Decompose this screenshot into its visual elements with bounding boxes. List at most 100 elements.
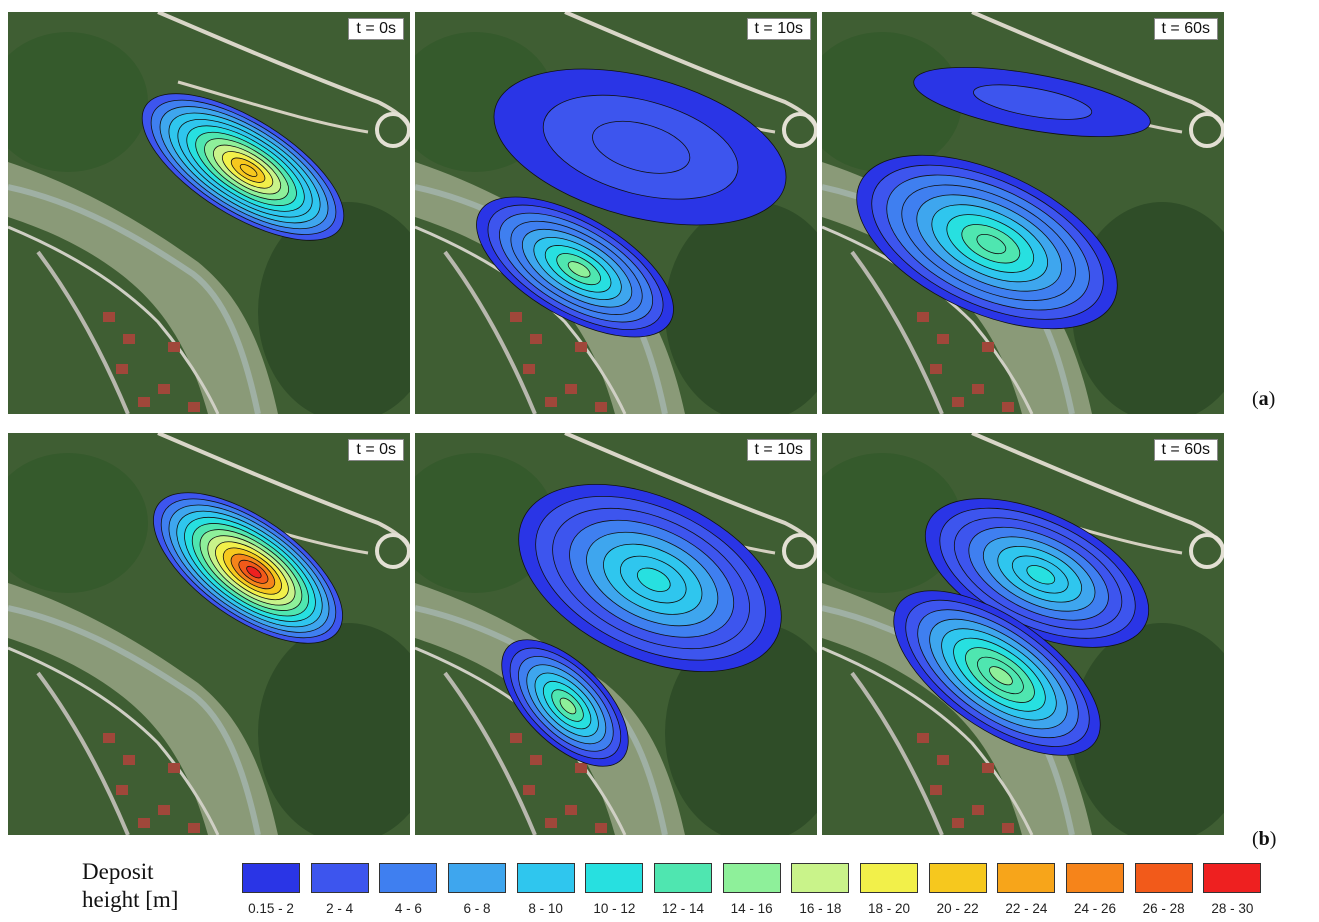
building <box>158 805 170 815</box>
roundabout <box>375 112 410 148</box>
legend-class-label: 20 - 22 <box>936 901 979 916</box>
building <box>972 384 984 394</box>
legend-swatch <box>722 863 781 893</box>
deposit-contours <box>856 154 1118 330</box>
legend-class-label: 28 - 30 <box>1211 901 1254 916</box>
map-panel-a-t0: t = 0s <box>8 12 410 414</box>
roundabout <box>1189 533 1224 569</box>
building <box>930 364 942 374</box>
building <box>1002 823 1014 833</box>
road <box>8 225 220 414</box>
road <box>177 80 369 134</box>
legend-class-label: 18 - 20 <box>867 901 911 916</box>
legend-class: 16 - 18 <box>789 863 851 921</box>
deposit-contours <box>153 492 343 644</box>
road <box>8 646 220 835</box>
contour-band <box>567 261 591 278</box>
building <box>530 755 542 765</box>
legend-class-label: 16 - 18 <box>799 901 842 916</box>
legend-class: 2 - 4 <box>309 863 371 921</box>
deposit-contours <box>913 67 1151 137</box>
contour-band <box>246 565 262 579</box>
legend-class: 4 - 6 <box>377 863 439 921</box>
legend-swatch <box>379 863 438 893</box>
legend-class: 12 - 14 <box>652 863 714 921</box>
legend-class-label: 6 - 8 <box>463 901 491 916</box>
riverbed <box>8 583 278 835</box>
legend-class: 28 - 30 <box>1201 863 1263 921</box>
map-a-t10 <box>415 12 817 414</box>
legend-class-label: 10 - 12 <box>593 901 636 916</box>
legend-swatch <box>1203 863 1262 893</box>
building <box>595 823 607 833</box>
contour-band <box>636 567 671 592</box>
legend-class: 10 - 12 <box>583 863 645 921</box>
legend-swatch <box>516 863 575 893</box>
map-b-t10 <box>415 433 817 835</box>
deposit-contours <box>893 590 1101 756</box>
road <box>850 671 944 835</box>
legend-class-label: 8 - 10 <box>528 901 563 916</box>
legend-title: Deposit height [m] <box>82 858 178 914</box>
legend-swatch <box>860 863 918 893</box>
legend-swatch <box>928 863 987 893</box>
legend-swatch <box>585 863 644 893</box>
building <box>595 402 607 412</box>
contour-band <box>239 163 258 178</box>
dense-forest <box>665 202 817 414</box>
legend-class-label: 12 - 14 <box>661 901 705 916</box>
building <box>982 342 994 352</box>
contour-band <box>973 84 1093 120</box>
legend-class: 26 - 28 <box>1133 863 1195 921</box>
building <box>972 805 984 815</box>
legend-class-label: 22 - 24 <box>1005 901 1048 916</box>
roundabout <box>1189 112 1224 148</box>
time-label: t = 0s <box>348 439 404 461</box>
building <box>138 397 150 407</box>
building <box>510 312 522 322</box>
legend-swatch <box>791 863 850 893</box>
dense-forest <box>665 623 817 835</box>
dense-forest <box>822 32 962 172</box>
building <box>188 402 200 412</box>
building <box>510 733 522 743</box>
contour-band <box>976 233 1007 255</box>
legend-class-label: 2 - 4 <box>326 901 354 916</box>
legend: 0.15 - 2 2 - 4 4 - 6 6 - 8 8 - 10 10 - 12 12 -… <box>240 863 1270 921</box>
building <box>103 312 115 322</box>
dense-forest <box>415 453 555 593</box>
deposit-contours <box>141 93 345 241</box>
time-label: t = 60s <box>1153 18 1218 40</box>
building <box>116 785 128 795</box>
map-b-t60 <box>822 433 1224 835</box>
legend-class-label: 26 - 28 <box>1142 901 1185 916</box>
building <box>123 334 135 344</box>
deposit-contours <box>518 484 782 672</box>
building <box>575 763 587 773</box>
road <box>850 250 944 414</box>
deposit-contours <box>501 639 629 767</box>
time-label: t = 0s <box>348 18 404 40</box>
road <box>822 225 1034 414</box>
building <box>545 818 557 828</box>
road <box>443 250 537 414</box>
building <box>188 823 200 833</box>
building <box>103 733 115 743</box>
dense-forest <box>258 202 410 414</box>
dense-forest <box>1072 623 1224 835</box>
legend-class-label: 14 - 16 <box>730 901 773 916</box>
riverbed <box>8 162 278 414</box>
building <box>930 785 942 795</box>
time-label: t = 10s <box>746 439 811 461</box>
building <box>168 763 180 773</box>
map-panel-a-t10: t = 10s <box>415 12 817 414</box>
building <box>168 342 180 352</box>
legend-class: 0.15 - 2 <box>240 863 302 921</box>
road <box>415 225 627 414</box>
deposit-contours <box>476 196 674 338</box>
legend-swatch <box>242 863 300 893</box>
legend-class: 22 - 24 <box>995 863 1057 921</box>
legend-swatch <box>654 863 712 893</box>
roundabout <box>782 112 817 148</box>
legend-class: 24 - 26 <box>1064 863 1126 921</box>
